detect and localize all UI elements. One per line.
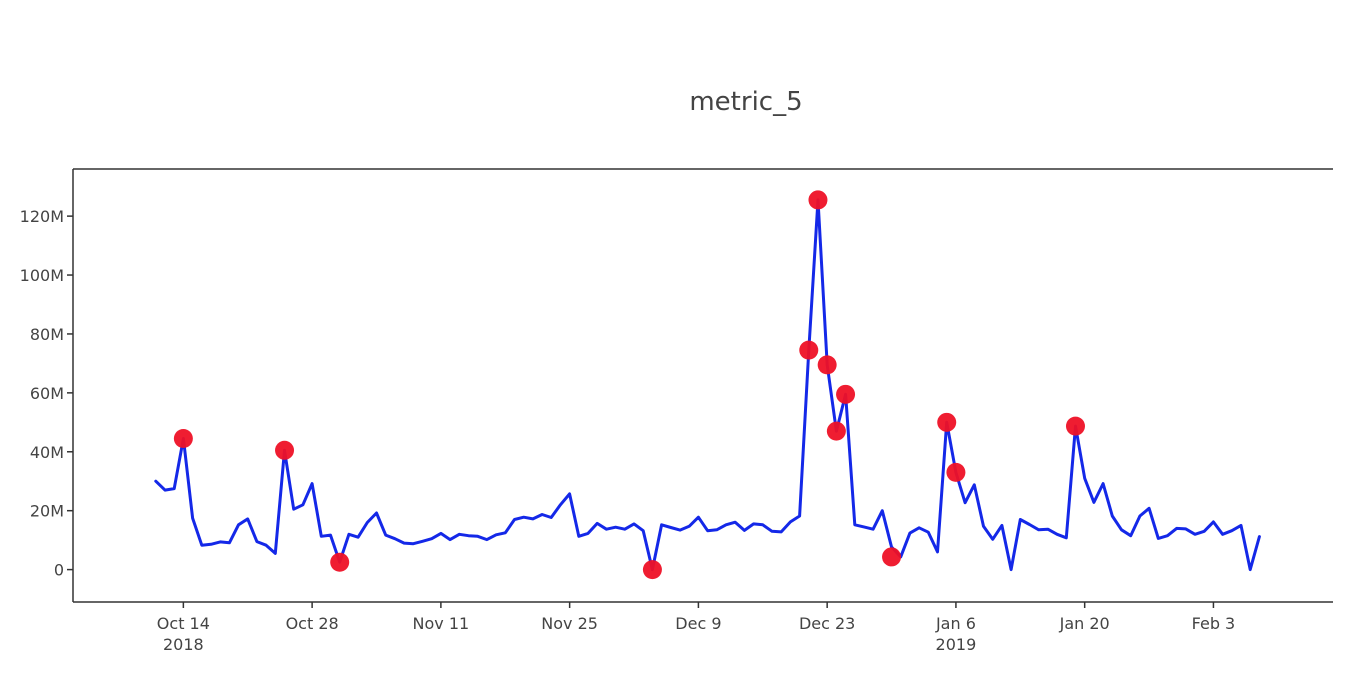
x-tick-year-label: 2019: [936, 635, 977, 654]
x-tick-label: Dec 23: [799, 614, 855, 633]
x-tick-label: Jan 6: [935, 614, 976, 633]
x-tick-label: Oct 14: [157, 614, 210, 633]
x-tick-label: Jan 20: [1059, 614, 1110, 633]
anomaly-marker: [1065, 416, 1085, 436]
anomaly-marker: [799, 340, 819, 360]
anomaly-layer: [173, 190, 1085, 580]
y-tick-label: 100M: [20, 266, 64, 285]
anomaly-marker: [826, 421, 846, 441]
y-axis: 0 20M 40M 60M 80M 100M 120M: [20, 207, 73, 580]
x-tick-label: Dec 9: [675, 614, 721, 633]
anomaly-marker: [882, 547, 902, 567]
series-layer: [154, 198, 1261, 572]
y-tick-label: 80M: [30, 325, 64, 344]
anomaly-marker: [642, 560, 662, 580]
chart-title: metric_5: [689, 87, 802, 117]
anomaly-marker: [808, 190, 828, 210]
x-tick-year-label: 2018: [163, 635, 204, 654]
y-tick-label: 40M: [30, 443, 64, 462]
x-tick-label: Nov 25: [541, 614, 598, 633]
y-tick-label: 120M: [20, 207, 64, 226]
x-tick-label: Nov 11: [413, 614, 470, 633]
series-line: [154, 198, 1261, 572]
x-tick-label: Feb 3: [1192, 614, 1236, 633]
anomaly-marker: [330, 552, 350, 572]
x-axis: Oct 14 2018 Oct 28 Nov 11 Nov 25 Dec 9 Dec 23 J…: [157, 602, 1235, 654]
x-tick-label: Oct 28: [286, 614, 339, 633]
anomaly-marker: [937, 412, 957, 432]
y-tick-label: 60M: [30, 384, 64, 403]
anomaly-marker: [275, 440, 295, 460]
anomaly-marker: [173, 429, 193, 449]
plot-frame: [72, 168, 1333, 603]
anomaly-marker: [836, 384, 856, 404]
anomaly-marker: [946, 462, 966, 482]
anomaly-marker: [817, 355, 837, 375]
y-tick-label: 20M: [30, 502, 64, 521]
y-tick-label: 0: [54, 561, 64, 580]
